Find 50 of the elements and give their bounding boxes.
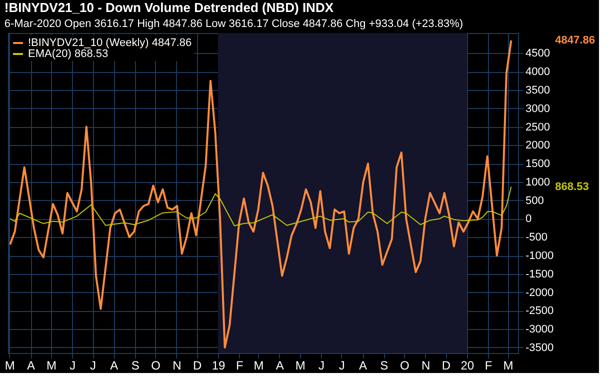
x-tick-label: S <box>131 358 140 372</box>
y-tick-label: -2500 <box>526 305 554 318</box>
x-tick-label: F <box>236 358 244 372</box>
x-tick-label: D <box>193 358 202 372</box>
x-tick-label: S <box>380 358 388 372</box>
chart-title: !BINYDV21_10 - Down Volume Detrended (NBD) INDX <box>4 0 334 15</box>
x-tick-label: M <box>503 358 514 372</box>
x-tick-label: J <box>318 358 324 372</box>
y-tick-label: 3000 <box>526 102 550 115</box>
y-tick-label: 1000 <box>526 176 550 188</box>
chart-subtitle: 6-Mar-2020 Open 3616.17 High 4847.86 Low 3616.17 Close 4847.86 Chg +933.04 (+23.83%) <box>4 18 464 30</box>
text: 868.53 <box>555 180 589 193</box>
x-tick-label: A <box>359 358 368 372</box>
y-tick-label: -500 <box>526 232 548 244</box>
y-tick-label: 4000 <box>526 66 550 78</box>
x-tick-label: M <box>46 358 56 372</box>
x-tick-label: M <box>254 358 264 372</box>
y-tick-label: -3500 <box>526 342 554 354</box>
x-tick-label: O <box>151 358 160 372</box>
x-tick-label: J <box>90 358 96 372</box>
x-tick-label: A <box>26 358 36 372</box>
y-tick-label: 500 <box>526 194 544 207</box>
line-series <box>9 39 512 348</box>
x-tick-label: O <box>400 358 410 372</box>
x-tick-label: F <box>484 358 492 372</box>
y-tick-label: 3500 <box>526 84 550 97</box>
x-tick-label: M <box>4 358 15 372</box>
y-tick-label: 1500 <box>526 158 550 170</box>
text: 4847.86 <box>555 34 595 46</box>
y-tick-label: 2000 <box>526 140 550 152</box>
x-tick-label: J <box>70 358 76 372</box>
x-tick-label: N <box>172 358 182 372</box>
y-tick-label: 2500 <box>526 121 550 134</box>
legend-label: !BINYDV21_10 (Weekly) 4847.86 <box>28 37 192 49</box>
line-series <box>10 186 512 226</box>
y-tick-label: -1500 <box>526 268 554 280</box>
x-tick-label: A <box>110 358 118 372</box>
x-tick-label: M <box>295 358 306 372</box>
legend-label: EMA(20) 868.53 <box>28 48 108 60</box>
x-tick-label: J <box>338 358 345 372</box>
y-tick-label: 4500 <box>526 48 550 60</box>
x-tick-label: D <box>442 358 451 372</box>
x-tick-label: A <box>276 358 284 372</box>
y-tick-label: -1000 <box>526 250 554 262</box>
y-tick-label: -2000 <box>526 286 554 299</box>
y-tick-label: 0 <box>526 213 532 226</box>
x-tick-label: N <box>421 358 430 372</box>
y-tick-label: -3000 <box>526 324 554 336</box>
x-tick-label: 20 <box>460 358 474 372</box>
x-tick-label: 19 <box>212 358 226 372</box>
